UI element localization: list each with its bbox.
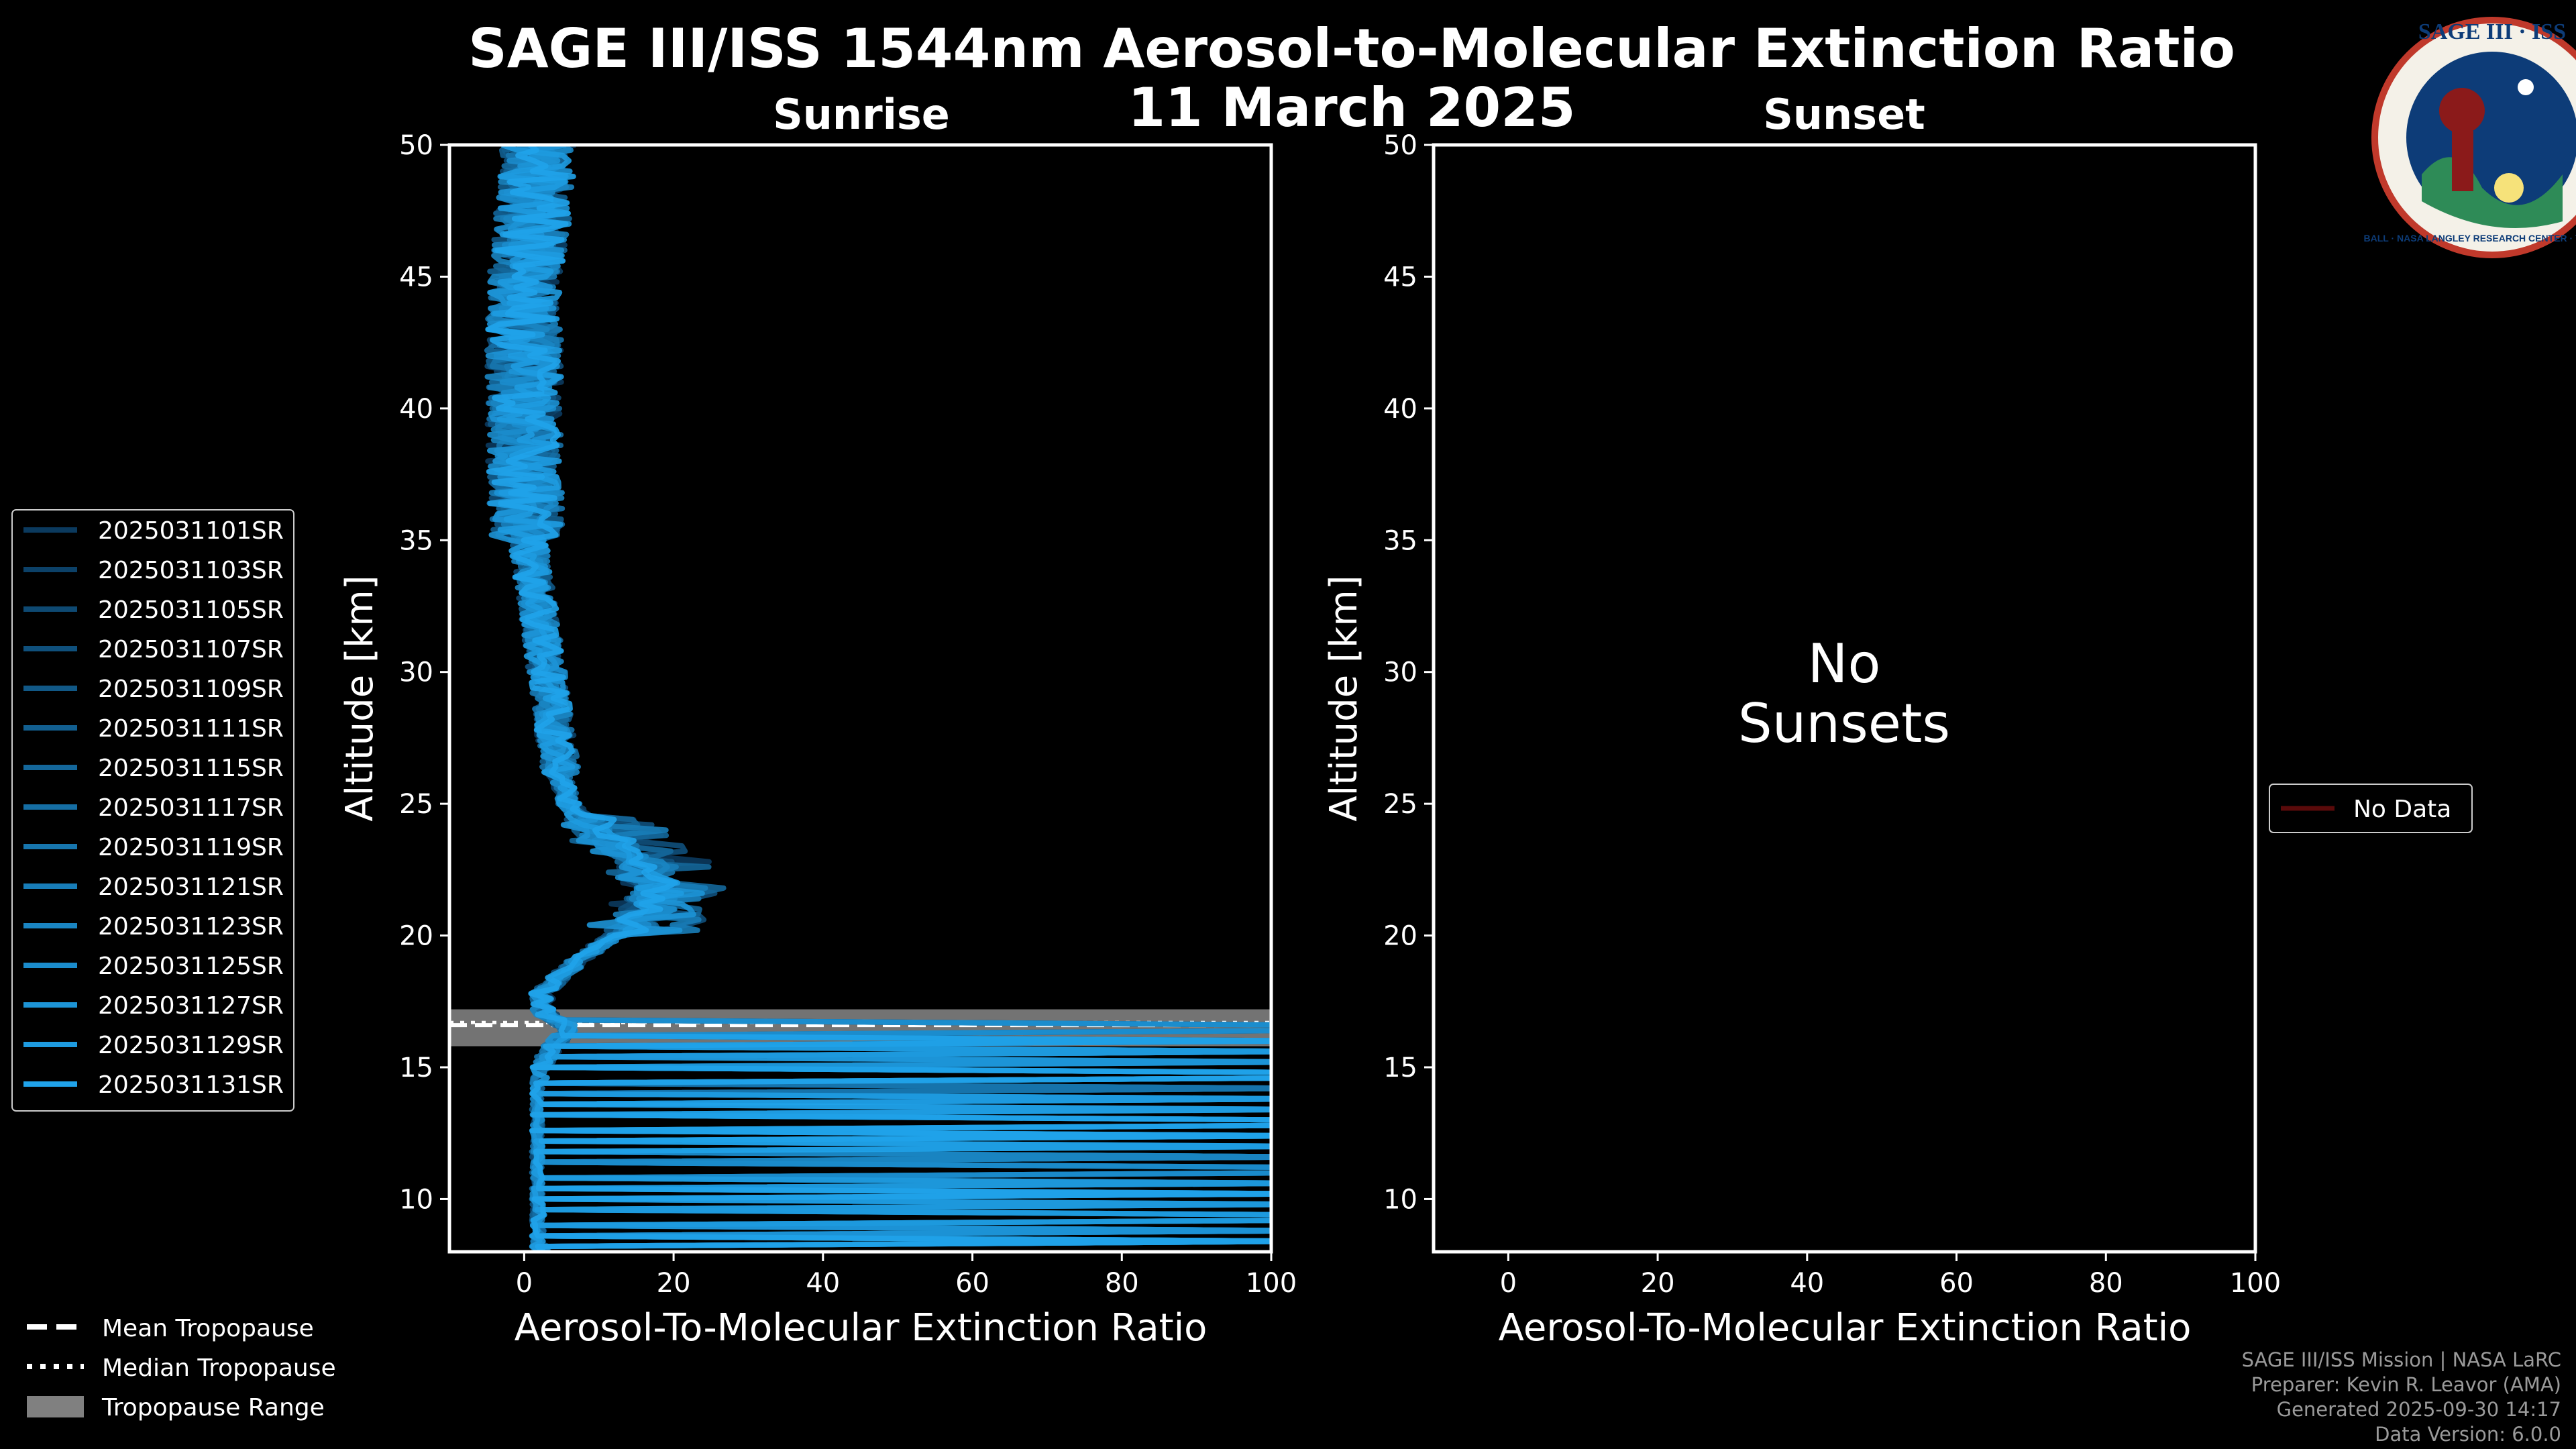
legend-label-2025031115SR: 2025031115SR	[98, 755, 284, 782]
sunset-xtick-label: 100	[2230, 1268, 2281, 1299]
sunset-ytick-label: 40	[1383, 394, 1417, 425]
credit-mission: SAGE III/ISS Mission | NASA LaRC	[2242, 1348, 2561, 1371]
sunrise-ytick-label: 10	[399, 1184, 433, 1215]
sunrise-legend-box	[11, 509, 294, 1112]
legend-label-2025031107SR: 2025031107SR	[98, 636, 284, 663]
legend-label-2025031131SR: 2025031131SR	[98, 1071, 284, 1099]
tropopause-range-swatch	[27, 1396, 84, 1417]
sunrise-profiles	[484, 145, 1271, 1252]
sunset-ticks: 0 20 40 60 80 100 10 15 20 25 30 35 40 45 50	[1383, 130, 2281, 1299]
figure-title: SAGE III/ISS 1544nm Aerosol-to-Molecular…	[468, 17, 2235, 80]
credit-preparer: Preparer: Kevin R. Leavor (AMA)	[2251, 1373, 2561, 1396]
sunrise-ytick-label: 35	[399, 525, 433, 556]
credit-version: Data Version: 6.0.0	[2375, 1423, 2561, 1446]
median-tropopause-label: Median Tropopause	[102, 1354, 336, 1382]
sunset-ytick-label: 45	[1383, 262, 1417, 292]
sunrise-ytick-label: 45	[399, 262, 433, 292]
legend-label-2025031129SR: 2025031129SR	[98, 1032, 284, 1059]
legend-label-2025031117SR: 2025031117SR	[98, 794, 284, 822]
sunset-xlabel: Aerosol-To-Molecular Extinction Ratio	[1499, 1306, 2192, 1350]
legend-label-2025031121SR: 2025031121SR	[98, 873, 284, 901]
tropopause-range-label: Tropopause Range	[101, 1394, 325, 1421]
legend-label-2025031119SR: 2025031119SR	[98, 834, 284, 861]
sunrise-xtick-label: 100	[1246, 1268, 1297, 1299]
sunset-ylabel: Altitude [km]	[1322, 575, 1366, 821]
sunset-ytick-label: 20	[1383, 921, 1417, 952]
figure-date: 11 March 2025	[1128, 76, 1575, 139]
sunrise-ytick-label: 20	[399, 921, 433, 952]
sunset-plot: 0 20 40 60 80 100 10 15 20 25 30 35 40 45 50 Aerosol-T…	[1322, 130, 2281, 1350]
sunset-xtick-label: 80	[2089, 1268, 2123, 1299]
sunset-ytick-label: 30	[1383, 657, 1417, 688]
no-sunsets-line-2: Sunsets	[1738, 692, 1950, 755]
legend-label-2025031123SR: 2025031123SR	[98, 913, 284, 941]
legend-label-2025031125SR: 2025031125SR	[98, 953, 284, 980]
sunrise-plot: 0 20 40 60 80 100 10 15 20 25 30 35 40 45 50 Aerosol-T…	[338, 130, 1297, 1350]
sunrise-ytick-label: 50	[399, 130, 433, 161]
sunset-legend-box	[2269, 784, 2473, 833]
tropopause-legend: Mean Tropopause Median Tropopause Tropop…	[27, 1315, 336, 1421]
sunrise-legend: 2025031101SR 2025031103SR 2025031105SR 2025…	[11, 509, 294, 1112]
sunset-xtick-label: 0	[1500, 1268, 1517, 1299]
legend-label-2025031111SR: 2025031111SR	[98, 715, 284, 743]
sage-iss-logo: SAGE III · ISS BALL · NASA LANGLEY RESEA…	[2364, 17, 2576, 258]
sunset-ytick-label: 50	[1383, 130, 1417, 161]
no-data-legend-label: No Data	[2353, 796, 2451, 823]
sunrise-ytick-label: 15	[399, 1053, 433, 1083]
sunrise-panel-title: Sunrise	[773, 90, 950, 139]
sunset-axes-background	[1434, 145, 2255, 1252]
sunrise-ytick-label: 40	[399, 394, 433, 425]
credit-generated: Generated 2025-09-30 14:17	[2277, 1398, 2561, 1421]
sunrise-xtick-label: 60	[955, 1268, 989, 1299]
credits: SAGE III/ISS Mission | NASA LaRC Prepare…	[2242, 1348, 2561, 1446]
sunset-xtick-label: 60	[1939, 1268, 1974, 1299]
logo-text: SAGE III · ISS	[2418, 19, 2566, 44]
legend-label-2025031105SR: 2025031105SR	[98, 596, 284, 624]
legend-label-2025031103SR: 2025031103SR	[98, 557, 284, 584]
sunset-ytick-label: 10	[1383, 1184, 1417, 1215]
sunrise-axes-frame	[447, 143, 1273, 1254]
sunset-ytick-label: 25	[1383, 789, 1417, 820]
sunset-legend: No Data	[2269, 784, 2473, 833]
logo-ring-text: BALL · NASA LANGLEY RESEARCH CENTER · TA…	[2364, 233, 2576, 244]
sunrise-xtick-label: 0	[516, 1268, 533, 1299]
mean-tropopause-label: Mean Tropopause	[102, 1315, 314, 1342]
sunrise-xtick-label: 20	[657, 1268, 691, 1299]
sunrise-ytick-label: 25	[399, 789, 433, 820]
sunrise-xlabel: Aerosol-To-Molecular Extinction Ratio	[515, 1306, 1208, 1350]
sunrise-xtick-label: 80	[1105, 1268, 1139, 1299]
legend-label-2025031101SR: 2025031101SR	[98, 517, 284, 545]
sunset-panel-title: Sunset	[1763, 90, 1925, 139]
sunrise-ylabel: Altitude [km]	[338, 575, 382, 821]
sunrise-xtick-label: 40	[806, 1268, 840, 1299]
legend-label-2025031109SR: 2025031109SR	[98, 676, 284, 703]
sunset-ytick-label: 35	[1383, 525, 1417, 556]
sunset-ytick-label: 15	[1383, 1053, 1417, 1083]
sunrise-ticks: 0 20 40 60 80 100 10 15 20 25 30 35 40 45 50	[399, 130, 1297, 1299]
no-sunsets-line-1: No	[1808, 633, 1881, 695]
legend-label-2025031127SR: 2025031127SR	[98, 992, 284, 1020]
sunset-xtick-label: 40	[1790, 1268, 1824, 1299]
sunset-xtick-label: 20	[1641, 1268, 1675, 1299]
sunset-axes-frame	[1432, 143, 2257, 1254]
sunrise-profile-2025031131SR	[485, 145, 1271, 1252]
sunrise-ytick-label: 30	[399, 657, 433, 688]
